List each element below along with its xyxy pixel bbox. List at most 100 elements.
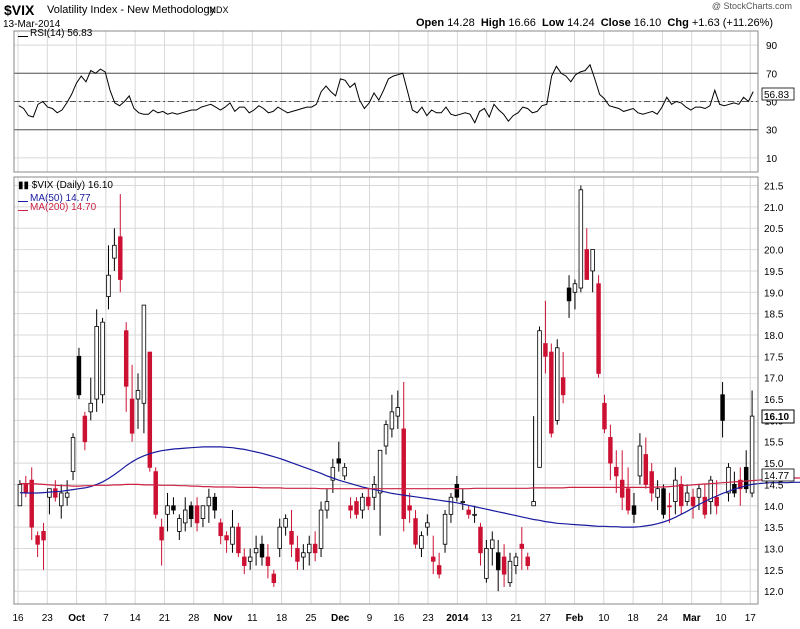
price-y-tick-label: 18.5 (764, 310, 784, 321)
candle-body (442, 513, 448, 545)
candle-body (348, 505, 353, 511)
candle-body (123, 330, 129, 387)
candle-body (543, 343, 548, 357)
candle-body (649, 471, 654, 494)
candle-body (330, 466, 336, 481)
price-y-tick-label: 17.5 (764, 352, 784, 363)
price-y-tick-label: 13.5 (764, 523, 784, 534)
candle-body (684, 492, 690, 502)
price-panel-frame (13, 176, 759, 605)
candle-body (159, 526, 164, 541)
candle-body (555, 347, 560, 421)
candle-body (572, 283, 578, 293)
x-tick-label: 24 (657, 613, 669, 624)
candle-body (614, 466, 619, 477)
candle-body (596, 283, 601, 374)
x-tick-label: 9 (367, 613, 373, 624)
candle-body (637, 445, 643, 477)
candle-body (749, 415, 755, 494)
candle-body (188, 505, 194, 520)
candle-body (661, 488, 666, 515)
ma200-legend: MA(200) 14.70 (18, 202, 96, 213)
candle-body (236, 526, 241, 554)
rsi-panel-frame (13, 30, 759, 173)
price-y-tick-label: 18.0 (764, 331, 784, 342)
candle-body (283, 518, 288, 528)
candle-legend-icon: ▮▮ (18, 180, 30, 191)
x-tick-label: 16 (12, 613, 24, 624)
candle-body (312, 543, 318, 554)
price-y-tick-label: 20.0 (764, 246, 784, 257)
x-tick-label: Nov (214, 613, 233, 624)
candle-body (472, 513, 477, 516)
price-y-tick-label: 21.5 (764, 182, 784, 193)
ma50-legend-icon (18, 194, 28, 203)
close-value: 16.10 (633, 17, 662, 29)
close-label: Close (600, 17, 631, 29)
chg-label: Chg (667, 17, 689, 29)
candle-body (100, 321, 105, 396)
candle-body (395, 407, 401, 417)
candle-body (218, 522, 223, 537)
rsi-y-tick-label: 30 (766, 126, 778, 137)
candle-body (490, 539, 495, 549)
ma-value-tag-box (761, 468, 795, 482)
candle-body (708, 479, 713, 502)
x-tick-label: 16 (393, 613, 405, 624)
candle-body (165, 505, 170, 515)
candle-body (371, 484, 377, 498)
ma50-legend: MA(50) 14.77 (18, 193, 91, 204)
candle-body (324, 501, 330, 511)
candle-body (714, 496, 719, 507)
candle-body (230, 526, 235, 545)
exchange-label: INDX (207, 5, 229, 15)
open-value: 14.28 (447, 17, 475, 29)
candle-body (726, 466, 731, 494)
rsi-y-tick-label: 90 (766, 41, 778, 52)
candle-body (643, 454, 649, 485)
ma200-legend-text: MA(200) 14.70 (30, 202, 97, 213)
x-tick-label: 10 (715, 613, 727, 624)
candle-body (247, 556, 253, 562)
candle-body (602, 402, 607, 430)
price-y-tick-label: 14.0 (764, 502, 784, 513)
candle-body (513, 556, 519, 566)
x-tick-label: 27 (540, 613, 552, 624)
candle-body (377, 449, 383, 494)
candle-body (720, 394, 725, 421)
candle-body (519, 543, 525, 549)
candle-body (112, 244, 117, 259)
candle-body (401, 428, 406, 519)
candle-body (383, 424, 389, 447)
candle-body (29, 479, 34, 528)
candle-body (425, 522, 430, 528)
candle-body (118, 236, 123, 280)
candle-body (171, 505, 176, 511)
security-name: Volatility Index - New Methodology (47, 4, 216, 16)
chart-date: 13-Mar-2014 (3, 19, 61, 30)
low-value: 14.24 (567, 17, 595, 29)
x-tick-label: 21 (159, 613, 171, 624)
candle-body (501, 556, 507, 575)
ma50-legend-text: MA(50) 14.77 (30, 193, 91, 204)
value-tags: 56.83 16.10 14.77 (761, 87, 795, 482)
candle-body (419, 535, 424, 549)
candle-body (289, 531, 294, 545)
rsi-plot (18, 63, 754, 124)
price-y-tick-label: 20.5 (764, 224, 784, 235)
candle-body (454, 484, 460, 498)
low-label: Low (542, 17, 565, 29)
price-y-tick-label: 13.0 (764, 544, 784, 555)
symbol-label: $VIX (4, 2, 35, 18)
candle-body (702, 496, 708, 515)
x-tick-label: 23 (42, 613, 54, 624)
candle-body (667, 505, 672, 508)
x-tick-label: Oct (68, 613, 85, 624)
price-plot (17, 185, 800, 592)
candle-body (271, 573, 277, 584)
candle-body (655, 488, 660, 498)
candle-body (64, 492, 70, 498)
x-tick-label: Dec (331, 613, 350, 624)
x-tick-label: 21 (510, 613, 522, 624)
high-label: High (480, 17, 506, 29)
